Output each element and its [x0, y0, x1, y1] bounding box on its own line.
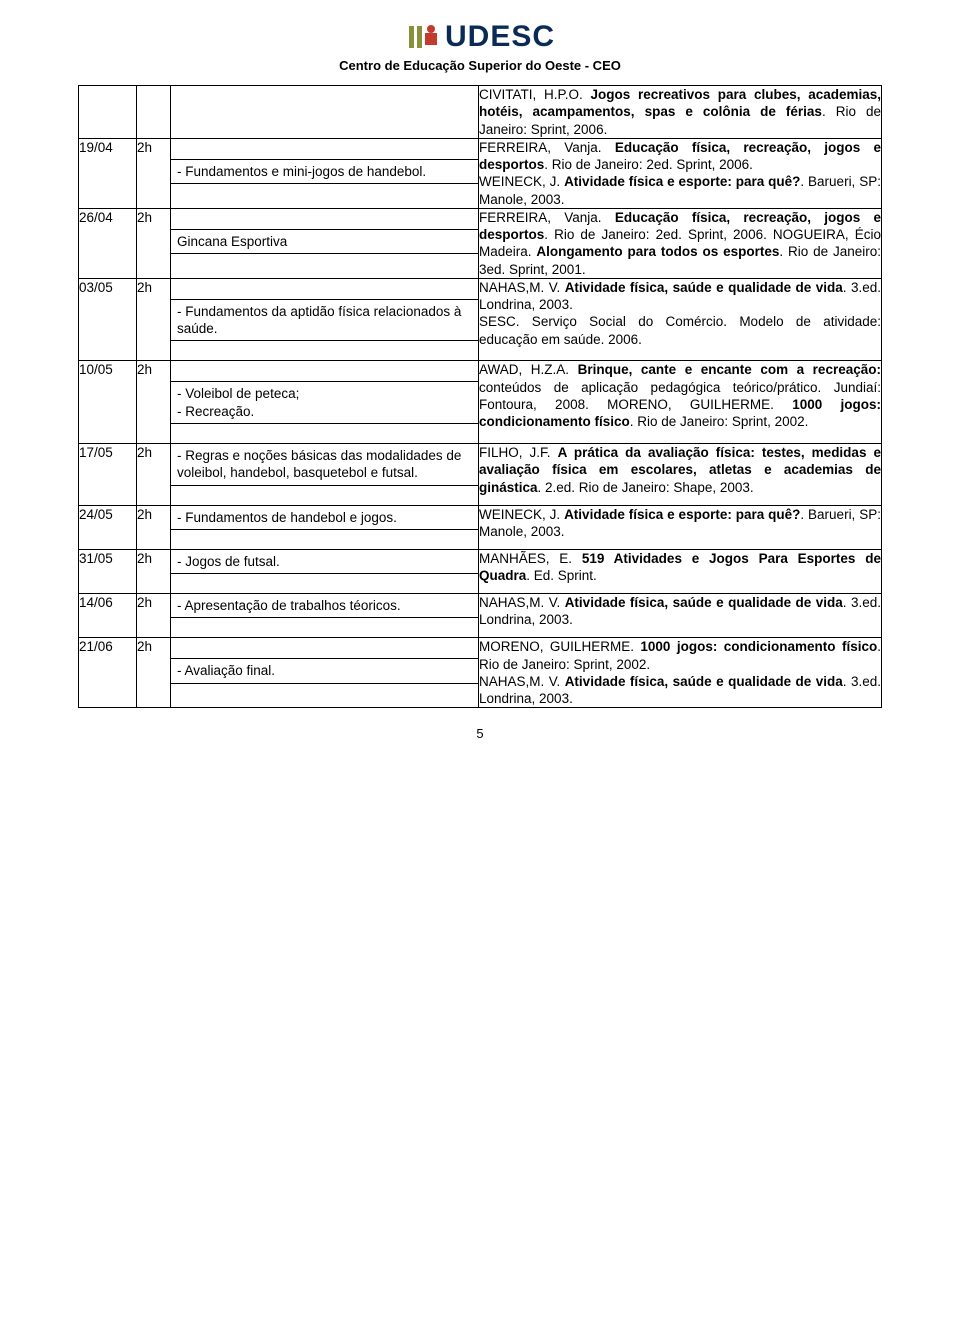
cell-activity: Gincana Esportiva — [171, 208, 479, 278]
activity-line: - Voleibol de peteca;- Recreação. — [171, 381, 478, 423]
cell-reference: AWAD, H.Z.A. Brinque, cante e encante co… — [479, 361, 882, 444]
cell-hours: 2h — [137, 361, 171, 444]
cell-date: 17/05 — [79, 444, 137, 506]
page-header: UDESC Centro de Educação Superior do Oes… — [78, 18, 882, 75]
table-row: CIVITATI, H.P.O. Jogos recreativos para … — [79, 86, 882, 139]
activity-line-empty — [171, 361, 478, 381]
table-row: 17/052h- Regras e noções básicas das mod… — [79, 444, 882, 506]
activity-line: - Avaliação final. — [171, 658, 478, 682]
activity-line-empty — [171, 683, 478, 703]
logo-text: UDESC — [445, 18, 555, 56]
cell-hours — [137, 86, 171, 139]
activity-line-empty — [171, 340, 478, 360]
cell-activity: - Apresentação de trabalhos téoricos. — [171, 594, 479, 638]
cell-date: 14/06 — [79, 594, 137, 638]
activity-line: - Jogos de futsal. — [171, 550, 478, 573]
page-number: 5 — [78, 726, 882, 743]
cell-activity — [171, 86, 479, 139]
udesc-logo-icon — [405, 20, 439, 54]
activity-line: - Fundamentos de handebol e jogos. — [171, 506, 478, 529]
activity-line-empty — [171, 529, 478, 549]
header-subtitle: Centro de Educação Superior do Oeste - C… — [78, 58, 882, 75]
cell-activity: - Jogos de futsal. — [171, 549, 479, 593]
cell-hours: 2h — [137, 549, 171, 593]
cell-hours: 2h — [137, 505, 171, 549]
cell-activity: - Fundamentos de handebol e jogos. — [171, 505, 479, 549]
cell-hours: 2h — [137, 444, 171, 506]
activity-line-empty — [171, 253, 478, 273]
cell-reference: FILHO, J.F. A prática da avaliação físic… — [479, 444, 882, 506]
cell-reference: WEINECK, J. Atividade física e esporte: … — [479, 505, 882, 549]
activity-line-empty — [171, 183, 478, 203]
cell-hours: 2h — [137, 594, 171, 638]
cell-date: 31/05 — [79, 549, 137, 593]
table-row: 31/052h- Jogos de futsal.MANHÃES, E. 519… — [79, 549, 882, 593]
activity-line: - Apresentação de trabalhos téoricos. — [171, 594, 478, 617]
activity-line-empty — [171, 573, 478, 593]
cell-date — [79, 86, 137, 139]
activity-line: - Fundamentos da aptidão física relacion… — [171, 299, 478, 341]
table-row: 26/042hGincana EsportivaFERREIRA, Vanja.… — [79, 208, 882, 278]
table-row: 19/042h- Fundamentos e mini-jogos de han… — [79, 138, 882, 208]
activity-line-empty — [171, 423, 478, 443]
cell-date: 26/04 — [79, 208, 137, 278]
cell-activity: - Fundamentos e mini-jogos de handebol. — [171, 138, 479, 208]
cell-date: 21/06 — [79, 638, 137, 708]
cell-reference: FERREIRA, Vanja. Educação física, recrea… — [479, 138, 882, 208]
logo-row: UDESC — [78, 18, 882, 56]
cell-reference: MANHÃES, E. 519 Atividades e Jogos Para … — [479, 549, 882, 593]
activity-line: Gincana Esportiva — [171, 229, 478, 253]
activity-line-empty — [171, 279, 478, 299]
activity-line-empty — [171, 485, 478, 505]
activity-line: - Regras e noções básicas das modalidade… — [171, 444, 478, 485]
cell-date: 24/05 — [79, 505, 137, 549]
cell-reference: NAHAS,M. V. Atividade física, saúde e qu… — [479, 278, 882, 361]
table-row: 14/062h- Apresentação de trabalhos téori… — [79, 594, 882, 638]
cell-date: 03/05 — [79, 278, 137, 361]
activity-line-empty — [171, 617, 478, 637]
cell-reference: NAHAS,M. V. Atividade física, saúde e qu… — [479, 594, 882, 638]
cell-reference: FERREIRA, Vanja. Educação física, recrea… — [479, 208, 882, 278]
schedule-table: CIVITATI, H.P.O. Jogos recreativos para … — [78, 85, 882, 708]
cell-activity: - Regras e noções básicas das modalidade… — [171, 444, 479, 506]
cell-hours: 2h — [137, 638, 171, 708]
activity-line-empty — [171, 209, 478, 229]
cell-reference: CIVITATI, H.P.O. Jogos recreativos para … — [479, 86, 882, 139]
cell-hours: 2h — [137, 138, 171, 208]
table-row: 03/052h- Fundamentos da aptidão física r… — [79, 278, 882, 361]
cell-activity: - Voleibol de peteca;- Recreação. — [171, 361, 479, 444]
cell-date: 10/05 — [79, 361, 137, 444]
cell-reference: MORENO, GUILHERME. 1000 jogos: condicion… — [479, 638, 882, 708]
cell-hours: 2h — [137, 208, 171, 278]
table-row: 21/062h- Avaliação final.MORENO, GUILHER… — [79, 638, 882, 708]
cell-date: 19/04 — [79, 138, 137, 208]
cell-activity: - Fundamentos da aptidão física relacion… — [171, 278, 479, 361]
cell-hours: 2h — [137, 278, 171, 361]
table-row: 10/052h- Voleibol de peteca;- Recreação.… — [79, 361, 882, 444]
cell-activity: - Avaliação final. — [171, 638, 479, 708]
activity-line-empty — [171, 638, 478, 658]
activity-line-empty — [171, 139, 478, 159]
activity-line: - Fundamentos e mini-jogos de handebol. — [171, 159, 478, 183]
table-row: 24/052h- Fundamentos de handebol e jogos… — [79, 505, 882, 549]
